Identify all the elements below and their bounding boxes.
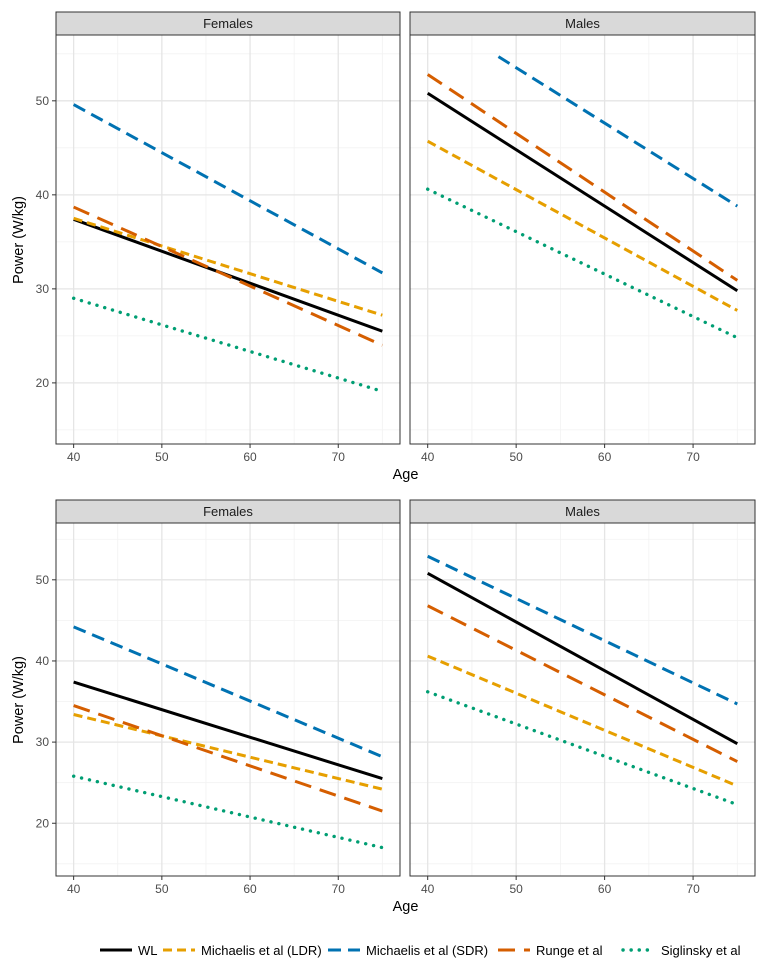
- series-line-runge-et-al: [426, 73, 739, 282]
- x-tick-label: 50: [509, 882, 523, 896]
- panel-2-females: Females 40 50 60 70 20 30 40 50: [36, 499, 401, 896]
- panel-1-males: Males 40 50 60 70: [409, 11, 756, 464]
- y-tick-label: 30: [36, 282, 50, 296]
- y-tick-label: 40: [36, 654, 50, 668]
- x-tick-label: 40: [67, 882, 81, 896]
- series-line-michaelis-et-al-sdr: [497, 55, 739, 208]
- x-tick-label: 50: [155, 882, 169, 896]
- series-line-michaelis-et-al-ldr: [73, 713, 383, 791]
- x-tick-label: 70: [332, 882, 346, 896]
- panel-background: [410, 35, 755, 444]
- panel-border: [55, 522, 401, 877]
- x-axis-title: Age: [393, 899, 419, 915]
- x-tick-label: 70: [686, 882, 700, 896]
- x-tick-label: 40: [67, 450, 81, 464]
- strip-label: Males: [565, 504, 600, 519]
- y-axis-title: Power (W/kg): [11, 656, 27, 744]
- chart-row-2: Females 40 50 60 70 20 30 40 50 Males 40 50 60 70 Age P…: [11, 499, 756, 915]
- x-tick-label: 40: [421, 450, 435, 464]
- legend-item: Michaelis et al (LDR): [163, 943, 322, 958]
- strip-label: Females: [203, 16, 253, 31]
- y-tick-label: 20: [36, 376, 50, 390]
- series-line-runge-et-al: [73, 704, 383, 813]
- panel-2-males: Males 40 50 60 70: [409, 499, 756, 896]
- series-line-wl: [426, 92, 739, 293]
- x-tick-label: 60: [243, 882, 257, 896]
- legend-item: WL: [100, 943, 158, 958]
- x-tick-label: 60: [598, 882, 612, 896]
- legend: WL Michaelis et al (LDR) Michaelis et al (…: [100, 943, 741, 958]
- series-line-runge-et-al: [73, 205, 383, 347]
- panel-background: [56, 35, 400, 444]
- series-line-wl: [426, 571, 739, 746]
- panel-border: [409, 34, 756, 445]
- legend-label: WL: [138, 943, 158, 958]
- series-line-michaelis-et-al-ldr: [73, 216, 383, 317]
- series-line-siglinsky-et-al: [425, 187, 740, 340]
- y-tick-label: 50: [36, 573, 50, 587]
- legend-label: Michaelis et al (SDR): [366, 943, 488, 958]
- panel-border: [55, 34, 401, 445]
- series-line-wl: [73, 680, 383, 781]
- chart-row-1: Females 40 50 60 70 20 30 40 50 Males 40 50 60 70 Age P…: [11, 11, 756, 483]
- legend-label: Runge et al: [536, 943, 603, 958]
- strip-label: Females: [203, 504, 253, 519]
- series-line-michaelis-et-al-sdr: [73, 625, 383, 759]
- legend-item: Siglinsky et al: [621, 943, 741, 958]
- legend-item: Michaelis et al (SDR): [328, 943, 488, 958]
- panel-border: [409, 522, 756, 877]
- series-line-runge-et-al: [427, 604, 738, 763]
- x-tick-label: 70: [332, 450, 346, 464]
- y-tick-label: 20: [36, 816, 50, 830]
- series-line-siglinsky-et-al: [71, 296, 385, 394]
- strip-label: Males: [565, 16, 600, 31]
- x-tick-label: 60: [243, 450, 257, 464]
- series-line-siglinsky-et-al: [425, 690, 740, 807]
- panel-background: [56, 523, 400, 876]
- y-tick-label: 30: [36, 735, 50, 749]
- panel-1-females: Females 40 50 60 70 20 30 40 50: [36, 11, 401, 464]
- x-tick-label: 70: [686, 450, 700, 464]
- legend-label: Michaelis et al (LDR): [201, 943, 322, 958]
- x-tick-label: 40: [421, 882, 435, 896]
- x-tick-label: 50: [509, 450, 523, 464]
- x-tick-label: 50: [155, 450, 169, 464]
- panel-background: [410, 523, 755, 876]
- legend-item: Runge et al: [498, 943, 603, 958]
- x-axis-title: Age: [393, 467, 419, 483]
- series-line-michaelis-et-al-ldr: [426, 139, 739, 312]
- series-line-michaelis-et-al-sdr: [427, 554, 738, 706]
- y-tick-label: 50: [36, 94, 50, 108]
- legend-label: Siglinsky et al: [661, 943, 741, 958]
- y-axis-title: Power (W/kg): [11, 196, 27, 284]
- x-tick-label: 60: [598, 450, 612, 464]
- y-tick-label: 40: [36, 188, 50, 202]
